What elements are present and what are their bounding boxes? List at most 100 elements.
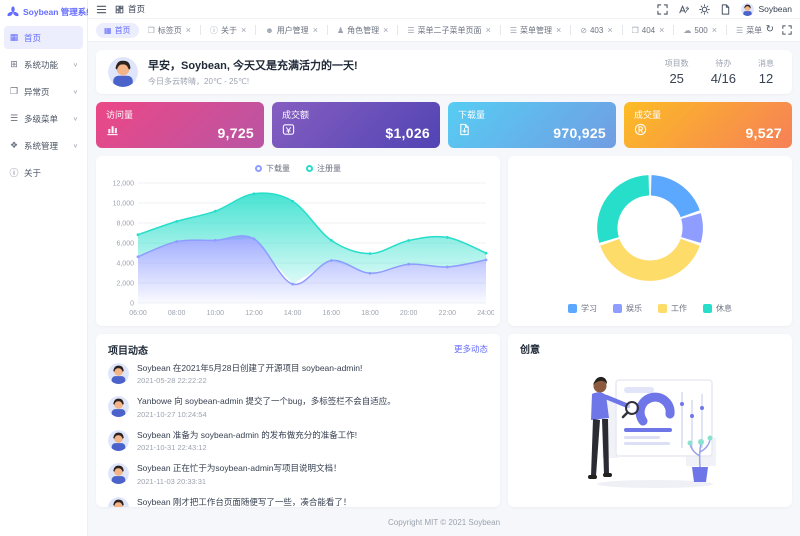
refresh-icon[interactable]: ↻ bbox=[765, 24, 774, 35]
menu-collapse-icon[interactable] bbox=[96, 4, 107, 15]
sidebar-item-system-admin[interactable]: ❖ 系统管理 ∨ bbox=[4, 134, 83, 157]
sidebar-item-system-function[interactable]: ⊞ 系统功能 ∨ bbox=[4, 53, 83, 76]
stat-card-label: 成交量 bbox=[634, 110, 662, 120]
tab-close-icon[interactable]: × bbox=[383, 25, 389, 35]
legend-item[interactable]: 学习 bbox=[568, 303, 597, 314]
greeting-stat-label: 项目数 bbox=[664, 59, 689, 68]
avatar bbox=[108, 497, 129, 507]
tabs: ▦ 首页 ❐ 标签页 × ⓘ 关于 × ☻ 用户管理 × ♟ 角色管理 × ☰ … bbox=[96, 22, 762, 38]
translate-icon[interactable] bbox=[678, 4, 689, 15]
breadcrumb[interactable]: 首页 bbox=[115, 3, 145, 15]
console-icon: ❖ bbox=[9, 140, 19, 150]
svg-text:2,000: 2,000 bbox=[116, 281, 134, 288]
legend-item[interactable]: 娱乐 bbox=[613, 303, 642, 314]
tab-divider bbox=[397, 25, 399, 35]
document-icon[interactable] bbox=[720, 4, 731, 15]
svg-text:08:00: 08:00 bbox=[168, 310, 186, 317]
tab-icon: ▦ bbox=[104, 25, 112, 35]
greeting-card: 早安，Soybean, 今天又是充满活力的一天! 今日多云转晴，20℃ - 25… bbox=[96, 50, 792, 94]
tab-menu-manage[interactable]: ☰ 菜单管理 × bbox=[509, 25, 562, 35]
tab-icon: ☰ bbox=[407, 25, 415, 35]
svg-text:20:00: 20:00 bbox=[400, 310, 418, 317]
tab-about[interactable]: ⓘ 关于 × bbox=[210, 25, 247, 35]
sidebar-item-multi-menu[interactable]: ☰ 多级菜单 ∨ bbox=[4, 107, 83, 130]
tab-divider bbox=[673, 25, 675, 35]
legend-item[interactable]: 下载量 bbox=[255, 163, 290, 174]
tab-close-icon[interactable]: × bbox=[485, 25, 491, 35]
more-news-link[interactable]: 更多动态 bbox=[453, 344, 488, 354]
app-logo[interactable]: Soybean 管理系统 bbox=[0, 2, 95, 22]
sidebar-item-about[interactable]: ⓘ 关于 bbox=[4, 161, 83, 184]
greeting-stat-value: 25 bbox=[669, 71, 684, 86]
tab-tab-page[interactable]: ❐ 标签页 × bbox=[147, 25, 191, 35]
legend-item[interactable]: 注册量 bbox=[306, 163, 341, 174]
tab-close-icon[interactable]: × bbox=[556, 25, 562, 35]
tab-menu2-sub[interactable]: ☰ 菜单二子菜单页面 × bbox=[407, 25, 491, 35]
project-news-card: 项目动态 更多动态 Soybean 在2021年5月28日创建了开源项目 soy… bbox=[96, 334, 500, 507]
tab-bar: ▦ 首页 ❐ 标签页 × ⓘ 关于 × ☻ 用户管理 × ♟ 角色管理 × ☰ … bbox=[88, 19, 800, 42]
legend-item[interactable]: 休息 bbox=[703, 303, 732, 314]
tab-role-manage[interactable]: ♟ 角色管理 × bbox=[336, 25, 389, 35]
tab-divider bbox=[255, 25, 257, 35]
tab-close-icon[interactable]: × bbox=[607, 25, 613, 35]
stat-card-成交额: 成交额 $1,026 bbox=[272, 102, 440, 148]
news-item: Soybean 在2021年5月28日创建了开源项目 soybean-admin… bbox=[108, 357, 488, 390]
charts-row: 下载量 注册量 0 2,000 4,000 6,000 8,000 10,000 12,000… bbox=[96, 156, 792, 326]
breadcrumb-label: 首页 bbox=[128, 4, 146, 14]
tab-close-icon[interactable]: × bbox=[185, 25, 191, 35]
stat-card-成交量: 成交量 9,527 bbox=[624, 102, 792, 148]
stat-card-label: 成交额 bbox=[282, 110, 310, 120]
svg-text:16:00: 16:00 bbox=[323, 310, 341, 317]
pie-chart-legend: 学习 娱乐 工作 休息 bbox=[568, 302, 732, 315]
sidebar-item-exception-page[interactable]: ❒ 异常页 ∨ bbox=[4, 80, 83, 103]
sidebar-item-label: 关于 bbox=[24, 167, 42, 178]
content-fullscreen-icon[interactable] bbox=[782, 25, 792, 35]
tab-close-icon[interactable]: × bbox=[659, 25, 665, 35]
tab-home[interactable]: ▦ 首页 bbox=[96, 22, 139, 38]
tab-404[interactable]: ❒ 404 × bbox=[631, 25, 665, 35]
chevron-down-icon: ∨ bbox=[72, 143, 78, 149]
stat-card-value: 970,925 bbox=[553, 125, 606, 141]
grid-icon: ⊞ bbox=[10, 59, 18, 69]
download-icon bbox=[458, 123, 471, 141]
avatar bbox=[108, 363, 129, 384]
news-text: Soybean 正在忙于为soybean-admin写项目说明文档！ bbox=[137, 463, 342, 474]
stat-card-label: 访问量 bbox=[106, 110, 134, 120]
news-title: 项目动态 bbox=[108, 345, 148, 357]
legend-item[interactable]: 工作 bbox=[658, 303, 687, 314]
legend-marker bbox=[568, 304, 577, 313]
sidebar-menu: ▦ 首页 ⊞ 系统功能 ∨ ❒ 异常页 ∨ ☰ 多级菜单 ∨ ❖ 系统管理 ∨ … bbox=[0, 22, 87, 192]
fullscreen-icon[interactable] bbox=[657, 4, 668, 15]
tab-close-icon[interactable]: × bbox=[241, 25, 247, 35]
sidebar-item-home[interactable]: ▦ 首页 bbox=[4, 26, 83, 49]
news-item: Soybean 刚才把工作台页面随便写了一些，凑合能看了！ 2021-11-07… bbox=[108, 491, 488, 507]
svg-text:06:00: 06:00 bbox=[129, 310, 147, 317]
user-menu[interactable]: Soybean bbox=[741, 3, 792, 16]
area-chart-legend: 下载量 注册量 bbox=[102, 162, 494, 175]
svg-text:18:00: 18:00 bbox=[361, 310, 379, 317]
greeting-stats: 项目数 25 待办 4/16 消息 12 bbox=[665, 58, 780, 86]
sidebar-item-label: 系统功能 bbox=[24, 59, 59, 70]
theme-icon[interactable] bbox=[699, 4, 710, 15]
svg-text:8,000: 8,000 bbox=[116, 221, 134, 228]
tab-500[interactable]: ☁ 500 × bbox=[683, 25, 718, 35]
news-text: Yanbowe 向 soybean-admin 提交了一个bug，多标签栏不会自… bbox=[137, 396, 396, 407]
tab-user-manage[interactable]: ☻ 用户管理 × bbox=[265, 25, 318, 35]
idea-card: 创意 bbox=[508, 334, 792, 507]
tab-close-icon[interactable]: × bbox=[312, 25, 318, 35]
sidebar-item-label: 异常页 bbox=[24, 86, 50, 97]
svg-text:10:00: 10:00 bbox=[207, 310, 225, 317]
stat-card-value: $1,026 bbox=[385, 125, 430, 141]
svg-text:6,000: 6,000 bbox=[116, 241, 134, 248]
tab-menu1-sub[interactable]: ☰ 菜单一子菜单 × bbox=[736, 25, 762, 35]
app-title: Soybean 管理系统 bbox=[23, 7, 95, 17]
svg-text:22:00: 22:00 bbox=[439, 310, 457, 317]
news-timestamp: 2021-11-03 20:33:31 bbox=[137, 476, 207, 486]
news-timestamp: 2021-10-27 10:24:54 bbox=[137, 409, 207, 419]
area-chart-card: 下载量 注册量 0 2,000 4,000 6,000 8,000 10,000 12,000… bbox=[96, 156, 500, 326]
stat-card-value: 9,527 bbox=[745, 125, 782, 141]
tab-close-icon[interactable]: × bbox=[711, 25, 718, 35]
idea-illustration bbox=[520, 356, 780, 500]
tab-403[interactable]: ⊘ 403 × bbox=[580, 25, 613, 35]
idea-title: 创意 bbox=[520, 345, 540, 356]
